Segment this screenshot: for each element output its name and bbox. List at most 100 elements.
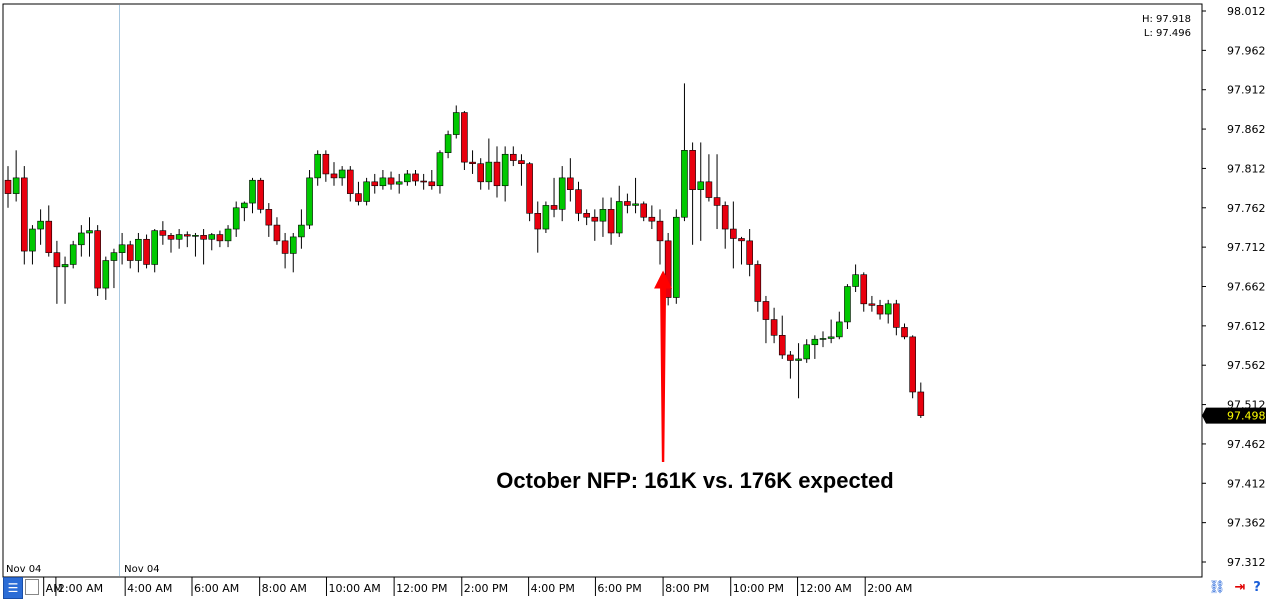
x-date-label: Nov 04 — [124, 564, 159, 575]
candle-bear — [591, 216, 599, 222]
candle-bull — [241, 202, 248, 209]
candle-bull — [615, 201, 623, 234]
x-tick-label: 2:00 AM — [867, 582, 912, 595]
candle-bear — [273, 224, 281, 242]
y-tick-label: 97.962 — [1227, 44, 1266, 57]
candle-bull — [681, 150, 688, 218]
candle-bear — [575, 189, 582, 214]
candle-bull — [208, 234, 216, 240]
y-tick-label: 97.462 — [1227, 438, 1266, 451]
candle-bull — [175, 234, 183, 240]
candle-bull — [501, 153, 509, 187]
y-tick-label: 97.412 — [1227, 477, 1266, 490]
candle-bear — [762, 301, 770, 320]
y-tick-label: 97.312 — [1227, 556, 1266, 569]
candle-bull — [314, 153, 322, 179]
candle-bear — [893, 303, 900, 328]
candle-bear — [746, 240, 753, 265]
x-tick-label: 2:00 AM — [58, 582, 103, 595]
candle-bear — [412, 173, 419, 182]
candle-bear — [322, 153, 330, 175]
y-tick-label: 97.562 — [1227, 359, 1266, 372]
candle-bear — [567, 177, 574, 190]
candle-bull — [192, 235, 199, 237]
grid-icon[interactable]: ☰ — [3, 577, 23, 599]
candle-bear — [860, 274, 868, 305]
candle-bull — [86, 230, 93, 234]
price-tag-value: 97.498 — [1227, 410, 1266, 423]
x-tick-label: 10:00 AM — [328, 582, 380, 595]
candle-bear — [387, 177, 395, 185]
candle-bull — [249, 179, 256, 204]
candle-bear — [355, 193, 362, 202]
candle-bull — [338, 169, 346, 179]
candle-bear — [477, 163, 485, 183]
candle-bear — [607, 209, 615, 234]
event-annotation: October NFP: 161K vs. 176K expected — [496, 468, 893, 493]
candle-bull — [632, 203, 639, 206]
x-tick-label: 4:00 PM — [531, 582, 575, 595]
candle-bull — [884, 303, 892, 315]
candle-bear — [4, 179, 12, 194]
candle-bear — [901, 327, 908, 338]
x-tick-label: 12:00 AM — [800, 582, 852, 595]
candle-bull — [444, 134, 452, 153]
high-label: H: 97.918 — [1142, 14, 1191, 25]
candle-bear — [868, 303, 876, 306]
candle-bull — [363, 181, 370, 202]
event-arrow — [654, 270, 673, 462]
candle-bull — [558, 177, 566, 210]
candle-bull — [224, 228, 232, 242]
candle-bear — [461, 112, 468, 163]
candle-bear — [493, 161, 501, 187]
candle-bear — [738, 238, 745, 242]
candle-bull — [135, 238, 142, 261]
candle-bear — [664, 240, 672, 298]
candle-bull — [29, 228, 36, 252]
candle-bull — [61, 264, 69, 268]
candle-bear — [876, 305, 884, 315]
candle-bear — [330, 173, 338, 179]
candle-bear — [721, 205, 729, 230]
candle-bull — [306, 177, 313, 226]
x-tick-label: 6:00 AM — [194, 582, 239, 595]
y-tick-label: 97.712 — [1227, 241, 1266, 254]
candle-bear — [754, 264, 762, 302]
candle-bear — [420, 180, 427, 183]
candle-bull — [110, 252, 118, 261]
candle-bull — [811, 338, 819, 346]
candle-bear — [656, 220, 664, 242]
bottom-toolbar: ☰ ⛓ ⇥ ? — [0, 577, 1266, 601]
candle-bear — [689, 150, 696, 190]
arrow-right-icon[interactable]: ⇥ — [1234, 579, 1246, 595]
x-tick-label: 8:00 PM — [665, 582, 709, 595]
candle-bull — [599, 209, 607, 222]
y-tick-label: 97.362 — [1227, 517, 1266, 530]
x-tick-label: 8:00 AM — [262, 582, 307, 595]
candle-bear — [705, 181, 713, 198]
candle-bear — [518, 160, 525, 165]
candle-bear — [730, 228, 737, 239]
candle-bull — [697, 181, 705, 190]
plot-area[interactable] — [2, 3, 1203, 578]
blank-icon[interactable] — [25, 579, 39, 595]
candle-bull — [485, 161, 493, 183]
help-icon[interactable]: ? — [1253, 579, 1261, 595]
candle-bear — [770, 319, 778, 336]
y-tick-label: 97.762 — [1227, 202, 1266, 215]
current-price-tag: 97.498 — [1202, 407, 1266, 424]
candle-bull — [102, 260, 110, 289]
candle-bear — [167, 235, 175, 240]
link-icon[interactable]: ⛓ — [1208, 579, 1226, 595]
x-tick-label: 4:00 AM — [127, 582, 172, 595]
candle-bull — [298, 224, 305, 238]
y-tick-label: 97.662 — [1227, 281, 1266, 294]
x-tick-label: 10:00 PM — [733, 582, 784, 595]
candle-bear — [53, 252, 61, 268]
candle-bear — [216, 234, 224, 242]
candle-bull — [151, 230, 158, 265]
candle-bear — [45, 220, 53, 253]
candle-bear — [428, 181, 436, 187]
candle-bear — [126, 244, 134, 261]
